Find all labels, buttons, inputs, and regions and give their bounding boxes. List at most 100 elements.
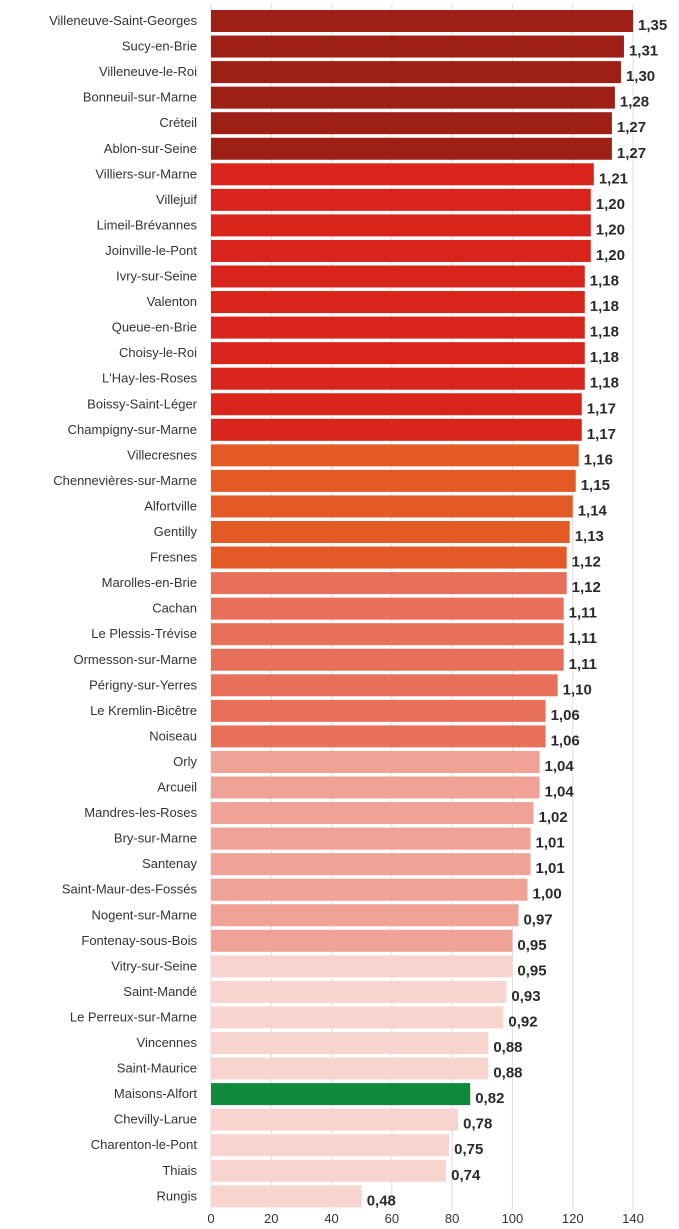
data-label: 1,20: [596, 247, 625, 264]
data-label: 1,06: [551, 732, 580, 749]
bar: [211, 1108, 459, 1131]
data-label: 1,17: [587, 400, 616, 417]
category-label: Orly: [173, 754, 197, 769]
data-label: 1,12: [572, 554, 601, 571]
data-label: 0,95: [517, 937, 546, 954]
data-label: 1,27: [617, 119, 646, 136]
category-label: Saint-Mandé: [123, 984, 197, 999]
data-label: 1,18: [590, 349, 619, 366]
data-label: 1,30: [626, 68, 655, 85]
bar: [211, 1159, 447, 1182]
bar: [211, 802, 534, 825]
data-label: 1,21: [599, 170, 628, 187]
category-label: Noiseau: [149, 728, 197, 743]
data-label: 1,27: [617, 145, 646, 162]
bar: [211, 878, 528, 901]
category-label: Villeneuve-Saint-Georges: [49, 13, 197, 28]
bar: [211, 904, 519, 927]
category-label: Le Kremlin-Bicêtre: [90, 703, 197, 718]
bar: [211, 10, 633, 32]
category-label: Cachan: [152, 601, 197, 616]
data-label: 1,11: [569, 605, 597, 622]
bar: [211, 980, 507, 1003]
category-label: Chevilly-Larue: [114, 1112, 197, 1127]
x-tick-label: 0: [207, 1211, 214, 1226]
data-label: 1,13: [575, 528, 604, 545]
category-label: Joinville-le-Pont: [105, 243, 197, 258]
data-label: 0,78: [463, 1116, 492, 1133]
category-label: Ivry-sur-Seine: [116, 269, 197, 284]
bar: [211, 418, 582, 441]
bar: [211, 1006, 504, 1029]
bar: [211, 265, 585, 288]
bar: [211, 188, 591, 211]
category-label: Villecresnes: [127, 447, 197, 462]
category-label: Charenton-le-Pont: [91, 1137, 198, 1152]
category-label: Marolles-en-Brie: [102, 575, 197, 590]
category-label: Mandres-les-Roses: [84, 805, 197, 820]
data-label: 1,18: [590, 273, 619, 290]
bar: [211, 316, 585, 339]
category-labels: Villeneuve-Saint-Georges Sucy-en-Brie Vill…: [49, 13, 198, 1203]
category-label: Ormesson-sur-Marne: [73, 652, 197, 667]
bar: [211, 112, 612, 135]
bar: [211, 367, 585, 390]
bar: [211, 699, 546, 722]
data-label: 0,95: [517, 962, 546, 979]
category-label: Choisy-le-Roi: [119, 345, 197, 360]
bar: [211, 61, 621, 84]
bars: [211, 10, 633, 1208]
bar: [211, 495, 573, 518]
data-label: 1,18: [590, 324, 619, 341]
category-label: Santenay: [142, 856, 197, 871]
bar: [211, 239, 591, 262]
data-label: 0,75: [454, 1141, 483, 1158]
data-label: 0,74: [451, 1167, 481, 1184]
data-label: 1,18: [590, 298, 619, 315]
category-label: Chennevières-sur-Marne: [53, 473, 197, 488]
data-label: 0,92: [508, 1013, 537, 1030]
category-label: Saint-Maurice: [117, 1061, 197, 1076]
bar: [211, 35, 624, 58]
data-label: 1,15: [581, 477, 610, 494]
x-tick-label: 60: [385, 1211, 399, 1226]
category-label: Vincennes: [137, 1035, 198, 1050]
data-label: 1,10: [563, 681, 592, 698]
category-label: L'Hay-les-Roses: [102, 371, 197, 386]
bar: [211, 776, 540, 799]
data-label: 1,11: [569, 656, 597, 673]
data-label: 1,16: [584, 451, 613, 468]
data-label: 0,93: [511, 988, 540, 1005]
bar: [211, 444, 579, 467]
data-label: 1,31: [629, 43, 658, 60]
bar: [211, 1134, 450, 1157]
data-label: 0,48: [367, 1192, 396, 1209]
data-label: 1,28: [620, 94, 649, 111]
category-label: Vitry-sur-Seine: [111, 958, 197, 973]
data-label: 1,01: [536, 860, 565, 877]
bar: [211, 853, 531, 876]
bar: [211, 929, 513, 952]
x-tick-label: 120: [562, 1211, 584, 1226]
bar: [211, 1185, 362, 1208]
bar: [211, 1083, 471, 1106]
bar: [211, 393, 582, 416]
category-label: Champigny-sur-Marne: [68, 422, 197, 437]
category-label: Villeneuve-le-Roi: [99, 64, 197, 79]
data-label: 1,12: [572, 579, 601, 596]
category-label: Gentilly: [154, 524, 198, 539]
category-label: Valenton: [147, 294, 197, 309]
bar: [211, 572, 567, 595]
category-label: Maisons-Alfort: [114, 1086, 197, 1101]
category-label: Arcueil: [157, 780, 197, 795]
category-label: Bry-sur-Marne: [114, 831, 197, 846]
data-label: 1,04: [545, 784, 575, 801]
category-label: Le Plessis-Trévise: [91, 626, 197, 641]
category-label: Bonneuil-sur-Marne: [83, 90, 197, 105]
data-label: 0,88: [493, 1065, 522, 1082]
data-label: 1,20: [596, 221, 625, 238]
bar: [211, 827, 531, 850]
x-tick-label: 20: [264, 1211, 278, 1226]
bar: [211, 469, 576, 492]
